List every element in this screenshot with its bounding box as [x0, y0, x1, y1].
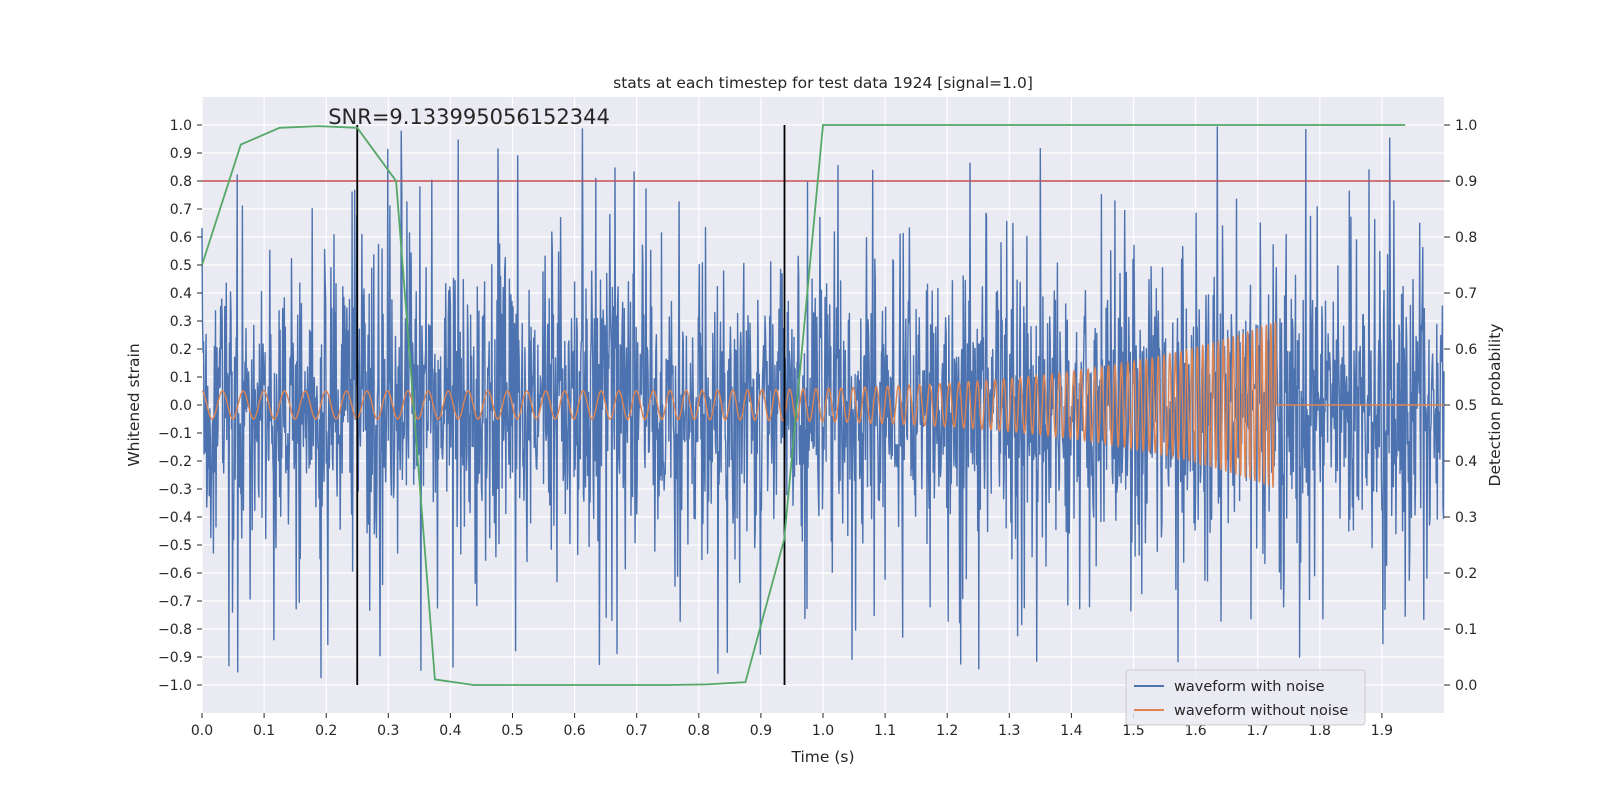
- y2-tick-label: 0.9: [1455, 174, 1477, 190]
- y2-tick-label: 1.0: [1455, 118, 1477, 134]
- x-tick-label: 0.8: [688, 723, 710, 739]
- y-tick-label: −0.6: [158, 566, 192, 582]
- x-tick-label: 0.5: [501, 723, 523, 739]
- x-tick-label: 1.0: [812, 723, 834, 739]
- y-tick-label: 0.4: [170, 286, 192, 302]
- y-tick-label: 0.7: [170, 202, 192, 218]
- y-tick-label: −0.7: [158, 594, 192, 610]
- axes: 0.0 0.1 0.2 0.3 0.4 0.5 0.6 0.7 0.8 0.9 1.0 1.1 1.2 1…: [158, 118, 1477, 739]
- y2-tick-label: 0.3: [1455, 510, 1477, 526]
- y2-tick-label: 0.0: [1455, 678, 1477, 694]
- x-tick-label: 0.3: [377, 723, 399, 739]
- x-tick-label: 1.3: [998, 723, 1020, 739]
- y-tick-label: 0.0: [170, 398, 192, 414]
- y2-tick-label: 0.5: [1455, 398, 1477, 414]
- y2-tick-label: 0.2: [1455, 566, 1477, 582]
- legend-label-noisy: waveform with noise: [1174, 679, 1325, 695]
- x-tick-label: 0.1: [253, 723, 275, 739]
- y-tick-label: −1.0: [158, 678, 192, 694]
- y2-tick-label: 0.8: [1455, 230, 1477, 246]
- x-tick-label: 0.4: [439, 723, 461, 739]
- series-detection-probability: [201, 124, 1406, 686]
- y-tick-label: 0.6: [170, 230, 192, 246]
- y-tick-label: 0.3: [170, 314, 192, 330]
- x-tick-label: 0.9: [750, 723, 772, 739]
- x-tick-label: 1.9: [1371, 723, 1393, 739]
- legend: waveform with noise waveform without noi…: [1125, 669, 1366, 726]
- y-tick-label: 0.2: [170, 342, 192, 358]
- x-tick-label: 0.2: [315, 723, 337, 739]
- x-tick-label: 1.5: [1122, 723, 1144, 739]
- y-tick-label: −0.2: [158, 454, 192, 470]
- x-axis-label: Time (s): [790, 748, 854, 766]
- x-tick-label: 0.0: [191, 723, 213, 739]
- snr-annotation: SNR=9.133995056152344: [328, 105, 610, 129]
- chart-title: stats at each timestep for test data 192…: [613, 74, 1033, 92]
- y-tick-label: 0.5: [170, 258, 192, 274]
- y-tick-label: 0.8: [170, 174, 192, 190]
- y2-tick-label: 0.6: [1455, 342, 1477, 358]
- series-waveform-without-noise: [201, 321, 1444, 488]
- y-tick-label: 0.1: [170, 370, 192, 386]
- y2-axis-label: Detection probability: [1486, 324, 1504, 487]
- plot-series: [201, 124, 1445, 686]
- y-tick-label: −0.9: [158, 650, 192, 666]
- y-tick-label: 0.9: [170, 146, 192, 162]
- y2-tick-label: 0.7: [1455, 286, 1477, 302]
- x-tick-label: 1.1: [874, 723, 896, 739]
- y2-tick-label: 0.1: [1455, 622, 1477, 638]
- y-tick-label: −0.1: [158, 426, 192, 442]
- legend-label-clean: waveform without noise: [1174, 703, 1348, 719]
- x-tick-label: 1.8: [1309, 723, 1331, 739]
- x-tick-label: 1.4: [1060, 723, 1082, 739]
- x-tick-label: 1.6: [1184, 723, 1206, 739]
- x-tick-label: 1.2: [936, 723, 958, 739]
- y-tick-label: −0.3: [158, 482, 192, 498]
- y-tick-label: −0.8: [158, 622, 192, 638]
- x-tick-label: 0.7: [626, 723, 648, 739]
- y2-tick-label: 0.4: [1455, 454, 1477, 470]
- y-tick-label: −0.4: [158, 510, 192, 526]
- x-tick-label: 1.7: [1247, 723, 1269, 739]
- y-tick-label: −0.5: [158, 538, 192, 554]
- y-axis-label: Whitened strain: [125, 343, 143, 466]
- legend-box: [1125, 669, 1366, 726]
- y-tick-label: 1.0: [170, 118, 192, 134]
- x-tick-label: 0.6: [563, 723, 585, 739]
